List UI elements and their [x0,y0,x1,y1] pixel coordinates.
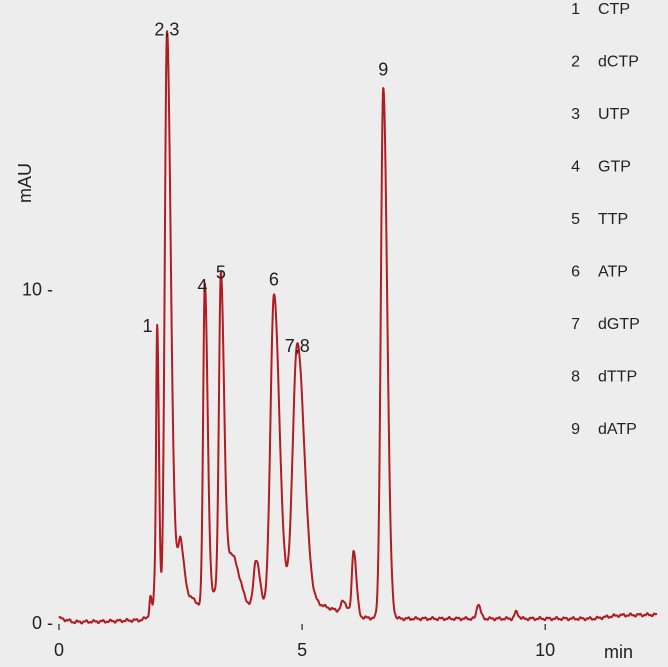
x-tick-label: 0 [54,640,64,660]
legend-entry-number: 5 [571,211,580,228]
y-tick-label: 10 - [22,280,53,300]
legend-entry-number: 8 [571,369,580,386]
plot-area [58,30,658,625]
peak-label: 1 [142,316,152,336]
peak-label: 5 [216,263,226,283]
legend-entry-number: 4 [571,159,580,176]
legend-entry-name: dCTP [598,54,639,71]
legend-entry-name: UTP [598,106,630,123]
legend-entry: 5 TTP [571,211,628,228]
legend-entry-name: dGTP [598,316,640,333]
legend-entry: 8 dTTP [571,369,637,386]
legend-entry: 6 ATP [571,264,628,281]
legend-entry: 9 dATP [571,421,637,438]
legend-entry: 4 GTP [571,159,631,176]
peak-label: 4 [197,276,207,296]
legend-entry: 7 dGTP [571,316,640,333]
peak-label: 7,8 [285,336,310,356]
axis-ticks: 0 5 10 0 - 10 - [22,280,555,660]
peak-label: 2,3 [154,19,179,39]
legend-entry-number: 1 [571,1,580,18]
legend-entry: 1 CTP [571,1,630,18]
legend-entry: 2 dCTP [571,54,639,71]
legend-entry-number: 9 [571,421,580,438]
x-axis-unit-label: min [604,642,633,662]
legend-entry-number: 7 [571,316,580,333]
x-tick-label: 5 [297,640,307,660]
chromatogram-trace [58,30,658,625]
peak-label: 9 [378,59,388,79]
x-tick-label: 10 [535,640,555,660]
legend-entry-name: ATP [598,264,628,281]
legend-entry: 3 UTP [571,106,630,123]
y-tick-label: 0 - [32,613,53,633]
legend-entry-name: TTP [598,211,628,228]
legend-entry-number: 2 [571,54,580,71]
legend: 1 CTP 2 dCTP 3 UTP 4 GTP 5 TTP 6 ATP 7 dGTP 8 dTTP 9 dATP [571,1,640,438]
peak-labels: 1 2,3 45 6 7,8 9 [142,19,388,356]
y-axis-label: mAU [15,163,35,203]
peak-label: 6 [269,269,279,289]
legend-entry-name: GTP [598,159,631,176]
legend-entry-name: dTTP [598,369,637,386]
legend-entry-name: CTP [598,1,630,18]
legend-entry-number: 3 [571,106,580,123]
legend-entry-name: dATP [598,421,637,438]
legend-entry-number: 6 [571,264,580,281]
